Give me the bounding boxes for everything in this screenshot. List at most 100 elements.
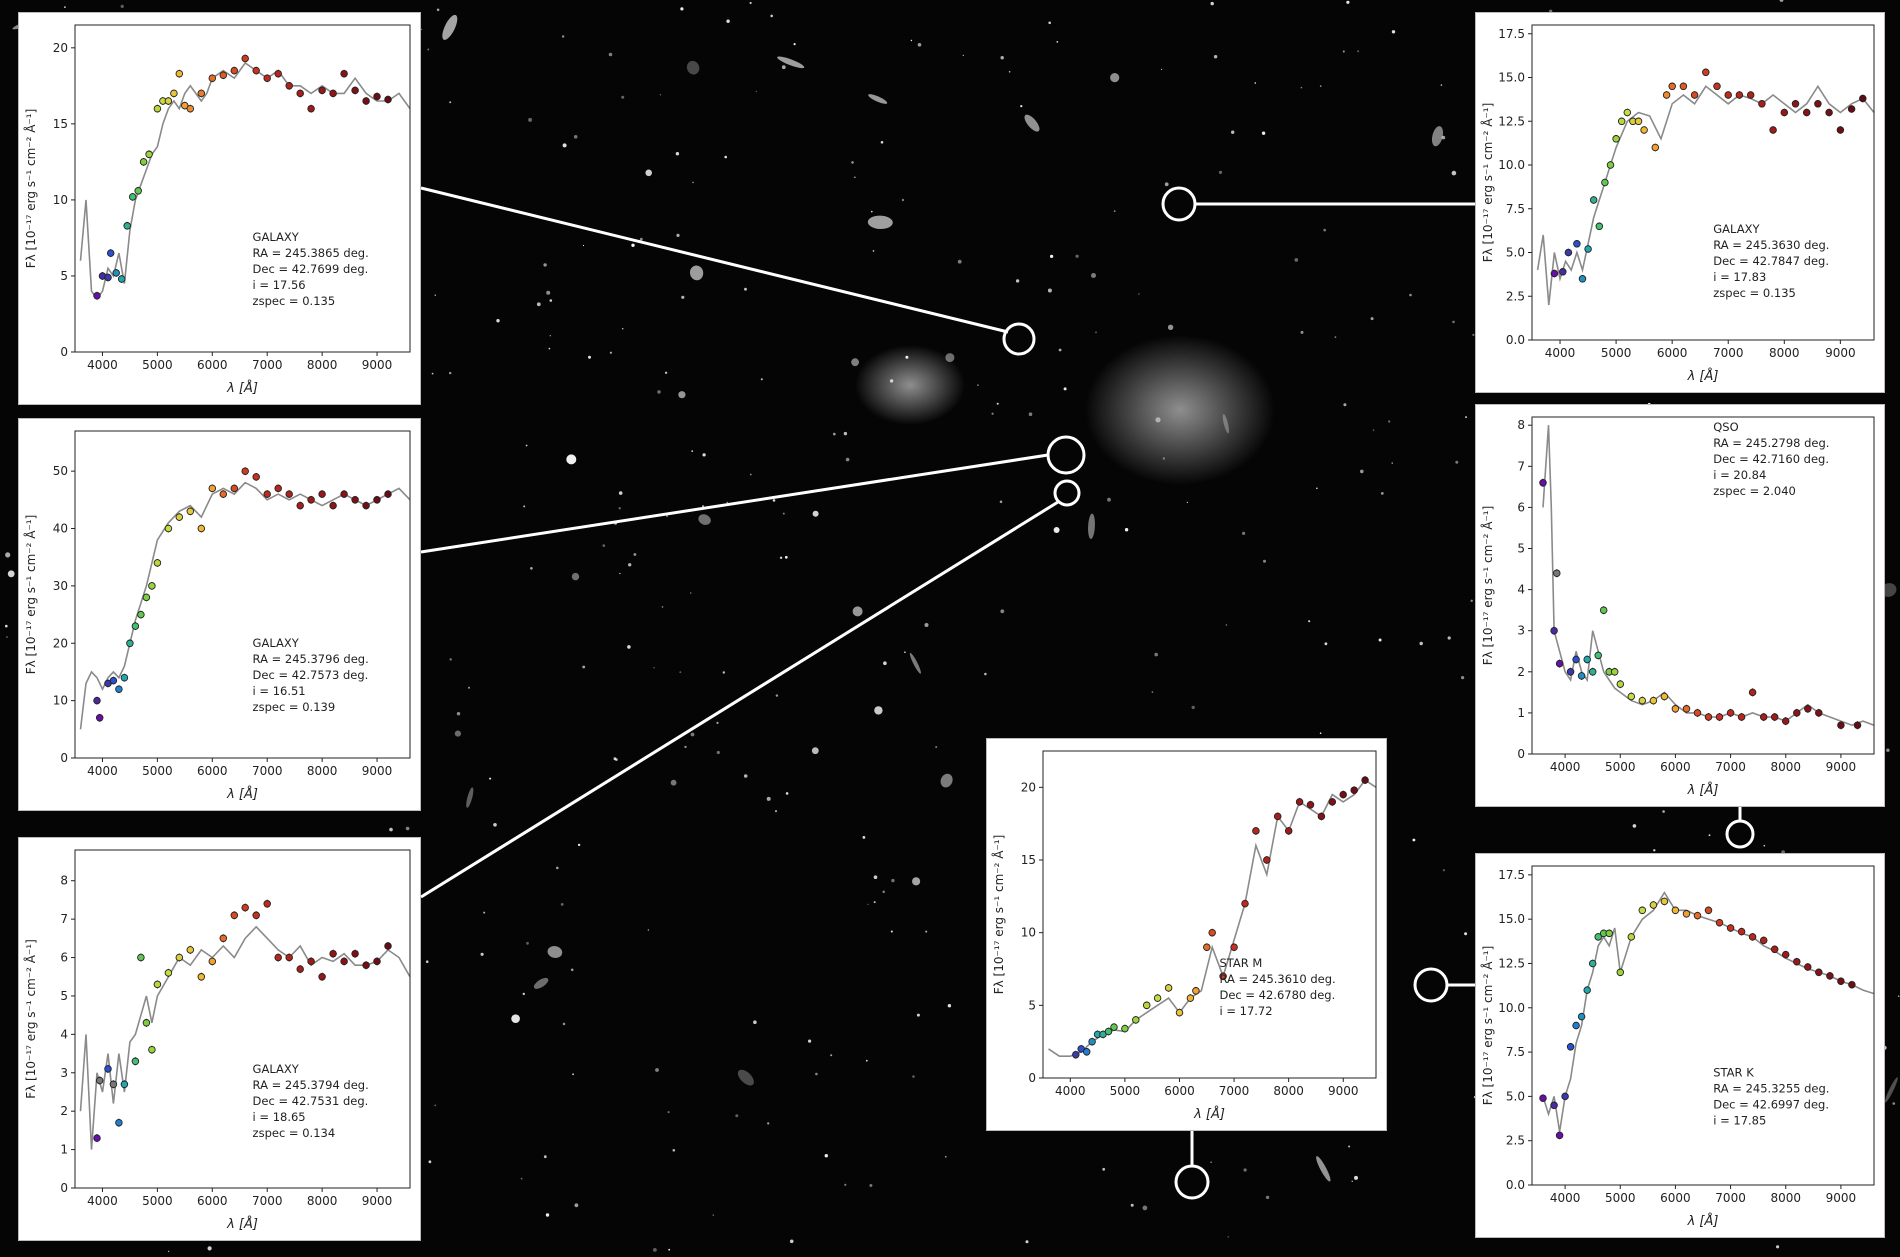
x-axis-label: λ [Å]	[226, 380, 258, 396]
star-point	[661, 606, 664, 608]
star-point	[1316, 487, 1318, 490]
cluster-glow	[1085, 335, 1275, 485]
data-point	[285, 82, 293, 90]
y-axis-label: Fλ [10⁻¹⁷ erg s⁻¹ cm⁻² Å⁻¹]	[991, 835, 1006, 995]
data-point	[1583, 655, 1591, 664]
star-point	[724, 155, 727, 159]
star-point	[389, 827, 393, 832]
star-point	[753, 1020, 757, 1024]
x-tick-label: 9000	[1328, 1084, 1359, 1098]
spectrum-panel-star-m: 4000 5000 6000 7000 8000 9000 0 5 10 15 20 λ [Å] Fλ …	[986, 738, 1387, 1131]
star-point	[873, 875, 878, 879]
spectrum-plot: 4000 5000 6000 7000 8000 9000 0 5 10 15 20 λ [Å] Fλ …	[991, 750, 1377, 1122]
y-tick-label: 2.5	[1506, 289, 1525, 303]
star-point	[549, 299, 553, 302]
star-point	[833, 432, 836, 436]
x-tick-label: 8000	[1273, 1084, 1304, 1098]
data-point	[1693, 911, 1702, 920]
data-point	[1616, 968, 1625, 977]
data-point	[1836, 126, 1845, 134]
star-point	[511, 1014, 520, 1023]
data-point	[1780, 108, 1789, 117]
y-tick-label: 50	[53, 464, 68, 478]
star-point	[873, 901, 876, 904]
spectrum-panel-star-k: 4000 5000 6000 7000 8000 9000 0.0 2.5 5.0 7.5 10.0…	[1475, 853, 1885, 1238]
data-point	[1104, 1027, 1113, 1036]
y-axis-label: Fλ [10⁻¹⁷ erg s⁻¹ cm⁻² Å⁻¹]	[23, 109, 38, 269]
x-tick-label: 8000	[1770, 760, 1801, 774]
data-point	[241, 467, 249, 475]
y-tick-label: 20	[53, 636, 68, 650]
star-point	[653, 1248, 657, 1252]
star-point	[454, 730, 461, 737]
star-point	[1324, 642, 1328, 646]
data-point	[230, 911, 239, 920]
data-point	[1791, 100, 1800, 108]
star-point	[1898, 995, 1900, 997]
star-point	[434, 1104, 437, 1107]
star-point	[1091, 273, 1096, 278]
data-point	[1601, 178, 1609, 187]
data-point	[1748, 933, 1757, 941]
spectrum-plot: 4000 5000 6000 7000 8000 9000 0 1 2 3 4 5 6 7 8 λ [Å] Fλ…	[1480, 416, 1875, 798]
data-point	[241, 54, 249, 63]
star-point	[874, 706, 883, 715]
data-point	[274, 484, 282, 493]
y-tick-label: 8	[60, 874, 68, 888]
data-point	[106, 249, 115, 257]
object-type-label: GALAXY	[253, 230, 300, 244]
i-magnitude-label: i = 17.85	[1713, 1114, 1766, 1128]
star-point	[1346, 0, 1350, 4]
data-point	[186, 104, 195, 113]
data-point	[1726, 924, 1735, 932]
data-point	[1715, 713, 1724, 721]
star-point	[1050, 254, 1054, 258]
star-point	[167, 1250, 170, 1253]
star-point	[619, 572, 621, 575]
y-tick-label: 10	[53, 694, 68, 708]
data-point	[1781, 717, 1790, 725]
data-point	[109, 676, 118, 685]
data-point	[104, 273, 112, 282]
object-type-label: STAR K	[1713, 1066, 1754, 1080]
galaxy-blob	[777, 56, 805, 69]
y-tick-label: 17.5	[1498, 27, 1525, 41]
data-point	[134, 187, 142, 195]
data-point	[1737, 927, 1746, 936]
data-point	[1815, 709, 1823, 717]
star-point	[526, 941, 529, 945]
star-point	[1465, 416, 1467, 419]
galaxy-blob	[442, 14, 458, 40]
y-axis-label: Fλ [10⁻¹⁷ erg s⁻¹ cm⁻² Å⁻¹]	[1480, 103, 1495, 263]
star-point	[1142, 1205, 1148, 1211]
star-point	[560, 903, 564, 906]
plot-frame	[1531, 865, 1875, 1186]
star-point	[1653, 849, 1656, 852]
data-point	[1662, 91, 1671, 99]
data-point	[137, 953, 145, 962]
star-point	[1191, 705, 1195, 710]
star-point	[207, 1246, 212, 1251]
star-point	[1025, 1240, 1029, 1244]
star-point	[1151, 691, 1154, 693]
star-point	[1075, 254, 1079, 258]
star-point	[996, 402, 999, 405]
star-point	[843, 431, 848, 436]
data-point	[1634, 117, 1643, 126]
data-point	[318, 490, 326, 498]
star-point	[1461, 676, 1465, 680]
star-point	[766, 796, 771, 801]
star-point	[427, 48, 430, 51]
data-point	[1566, 1043, 1575, 1051]
data-point	[197, 524, 206, 533]
y-tick-label: 0	[60, 1181, 68, 1195]
data-point	[186, 507, 195, 516]
galaxy-blob	[1431, 126, 1444, 147]
star-point	[1419, 641, 1423, 646]
star-point	[1218, 170, 1223, 174]
star-point	[735, 1114, 739, 1118]
star-point	[865, 1059, 868, 1062]
y-tick-label: 5	[1028, 998, 1036, 1012]
star-point	[1351, 1180, 1353, 1183]
star-point	[545, 1213, 550, 1217]
